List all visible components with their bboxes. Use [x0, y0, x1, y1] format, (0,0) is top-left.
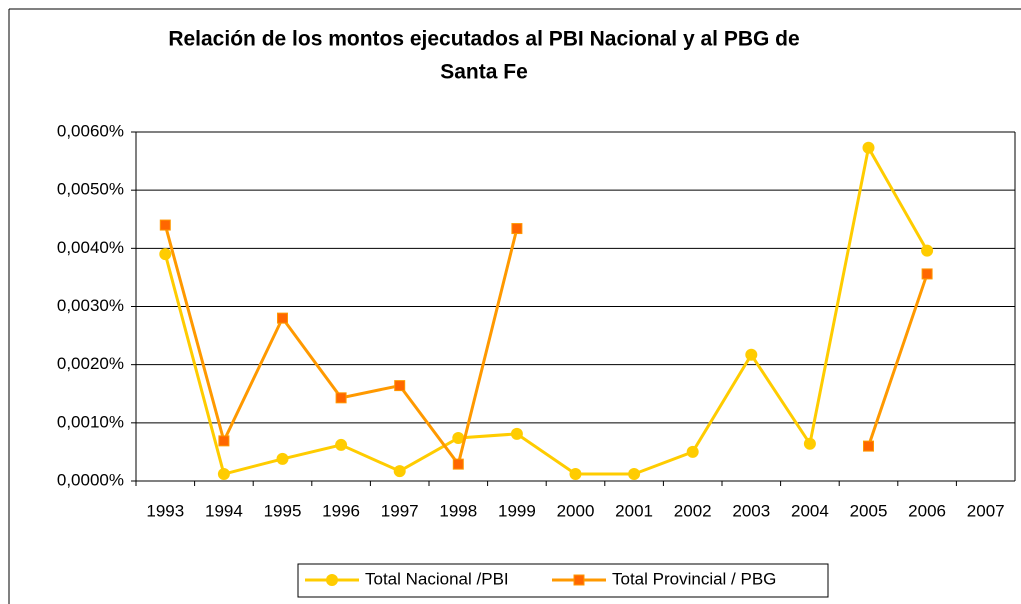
legend-marker — [326, 574, 338, 586]
x-tick-label: 1994 — [205, 501, 243, 520]
y-tick-label: 0,0040% — [57, 238, 124, 257]
legend-label: Total Provincial / PBG — [612, 569, 776, 588]
point — [511, 223, 523, 235]
x-tick-label: 2006 — [908, 501, 946, 520]
legend-label: Total Nacional /PBI — [365, 569, 509, 588]
point — [745, 348, 758, 361]
point — [218, 435, 230, 447]
legend-marker — [573, 574, 585, 586]
point — [863, 440, 874, 452]
x-tick-label: 2001 — [615, 501, 653, 520]
point — [510, 427, 523, 440]
chart-title: Relación de los montos ejecutados al PBI… — [168, 28, 799, 51]
point — [921, 244, 934, 257]
point — [277, 312, 288, 324]
x-tick-label: 2002 — [674, 501, 712, 520]
chart-title: Santa Fe — [440, 61, 528, 84]
point — [335, 438, 348, 451]
point — [217, 468, 230, 481]
x-tick-label: 2003 — [732, 501, 770, 520]
y-tick-label: 0,0010% — [57, 412, 124, 431]
point — [452, 431, 465, 444]
point — [159, 219, 171, 231]
point — [921, 268, 933, 280]
point — [452, 458, 464, 470]
x-tick-label: 2007 — [967, 501, 1005, 520]
y-tick-label: 0,0050% — [57, 180, 124, 199]
x-tick-label: 2004 — [791, 501, 829, 520]
point — [335, 392, 347, 404]
x-tick-label: 1997 — [381, 501, 419, 520]
point — [393, 465, 406, 478]
y-tick-label: 0,0000% — [57, 470, 124, 489]
y-tick-label: 0,0030% — [57, 296, 124, 315]
point — [628, 468, 641, 481]
x-tick-label: 2000 — [557, 501, 595, 520]
point — [803, 437, 816, 450]
y-tick-label: 0,0020% — [57, 354, 124, 373]
point — [394, 380, 406, 392]
x-tick-label: 1999 — [498, 501, 536, 520]
x-tick-label: 2005 — [850, 501, 888, 520]
point — [569, 468, 582, 481]
x-tick-label: 1996 — [322, 501, 360, 520]
y-tick-label: 0,0060% — [57, 121, 124, 140]
series-line — [163, 143, 929, 476]
x-tick-label: 1995 — [264, 501, 302, 520]
point — [862, 141, 875, 154]
x-tick-label: 1998 — [439, 501, 477, 520]
point — [276, 452, 289, 465]
point — [686, 445, 699, 458]
point — [159, 248, 172, 261]
x-tick-label: 1993 — [146, 501, 184, 520]
